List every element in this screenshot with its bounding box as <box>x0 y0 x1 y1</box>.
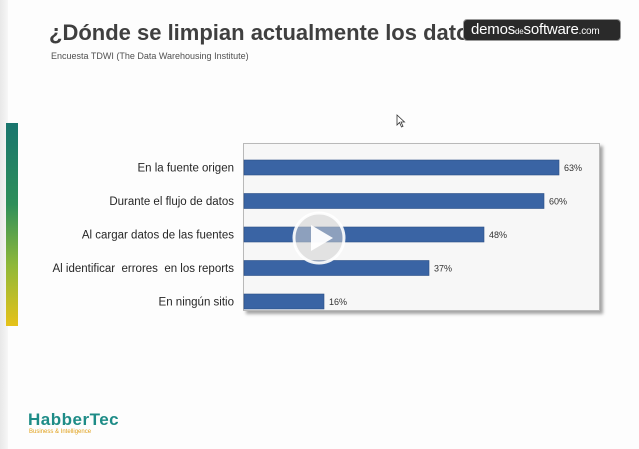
video-play-button[interactable] <box>292 211 346 265</box>
bar-value-label: 16% <box>329 297 347 307</box>
slide-subtitle: Encuesta TDWI (The Data Warehousing Inst… <box>51 51 249 61</box>
mouse-cursor-icon <box>396 114 406 128</box>
category-label: Al cargar datos de las fuentes <box>82 230 234 242</box>
logo-tagline: Business & Intelligence <box>29 429 92 435</box>
watermark-part-demos: demos <box>471 21 516 38</box>
watermark-part-com: .com <box>578 26 600 37</box>
bar-value-label: 60% <box>549 197 567 207</box>
slide-title: ¿Dónde se limpian actualmente los datos? <box>49 20 496 45</box>
habbertec-logo: HabberTec Business & Intelligence <box>28 410 119 435</box>
bar-value-label: 48% <box>489 230 507 240</box>
bar <box>243 260 430 276</box>
category-label: Durante el flujo de datos <box>109 196 234 208</box>
category-label: En la fuente origen <box>137 163 234 175</box>
bar <box>243 193 545 209</box>
accent-bar <box>6 123 18 326</box>
demosdesoftware-watermark: demosdesoftware.com <box>463 19 621 41</box>
bar <box>243 226 485 243</box>
category-label: En ningún sitio <box>159 297 234 309</box>
slide-left-edge <box>0 0 8 449</box>
category-label: Al identificar errores en los reports <box>52 263 234 275</box>
bar-value-label: 63% <box>564 163 582 173</box>
play-icon[interactable] <box>311 225 333 251</box>
bar-value-label: 37% <box>434 264 452 274</box>
bar <box>243 159 560 176</box>
watermark-part-software: software <box>523 21 579 38</box>
bar <box>243 293 325 310</box>
logo-name: HabberTec <box>28 410 120 429</box>
watermark-part-de: de <box>515 27 524 36</box>
